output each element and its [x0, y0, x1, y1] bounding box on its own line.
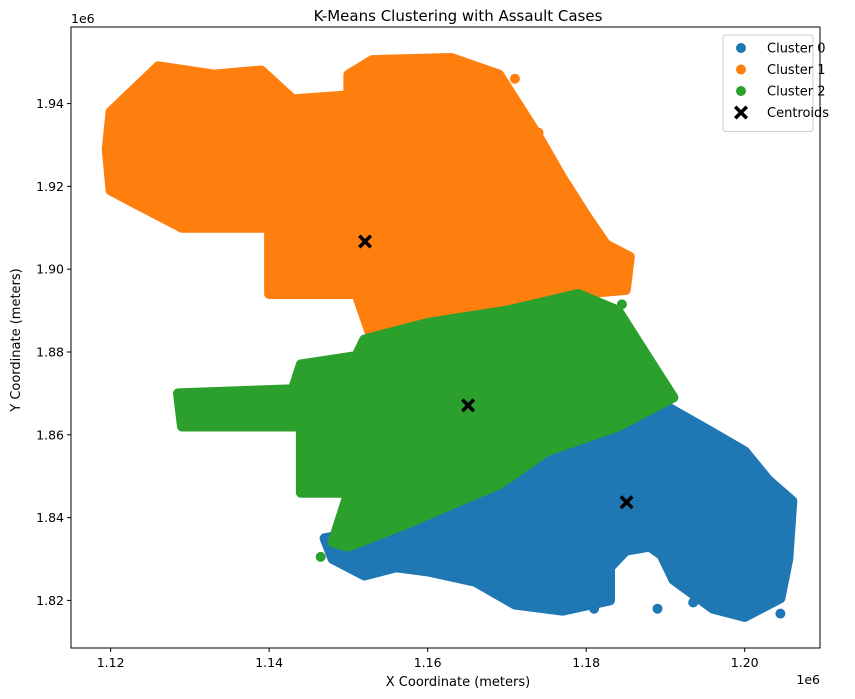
point-cluster-1 — [616, 247, 627, 258]
data-points — [105, 73, 786, 619]
point-cluster-1 — [117, 111, 128, 121]
legend-label-cluster-0: Cluster 0 — [767, 42, 826, 57]
centroid-marker — [461, 398, 476, 413]
y-tick-label: 1.90 — [36, 262, 64, 277]
x-tick-label: 1.14 — [255, 655, 283, 670]
cluster-region-cluster-1 — [101, 53, 635, 345]
point-cluster-2 — [581, 293, 592, 304]
point-cluster-0 — [589, 603, 600, 614]
y-tick-label: 1.88 — [36, 344, 64, 359]
point-cluster-1 — [184, 148, 195, 159]
y-tick-label: 1.94 — [36, 96, 64, 111]
x-tick-label: 1.18 — [572, 655, 600, 670]
point-cluster-0 — [652, 603, 663, 614]
legend-marker-cluster-1 — [736, 64, 746, 75]
legend-marker-centroids — [734, 105, 748, 120]
y-tick-label: 1.82 — [36, 593, 64, 608]
legend-marker-cluster-2 — [736, 86, 746, 96]
x-axis-label: X Coordinate (meters) — [386, 675, 530, 690]
x-tick-label: 1.16 — [414, 655, 442, 670]
centroid-marker — [619, 495, 634, 510]
point-cluster-1 — [105, 106, 116, 117]
point-cluster-0 — [688, 597, 699, 608]
cluster-region-cluster-2 — [173, 289, 679, 552]
point-cluster-1 — [589, 284, 600, 295]
point-cluster-1 — [509, 73, 520, 84]
legend-label-centroids: Centroids — [767, 106, 829, 121]
point-cluster-0 — [743, 566, 754, 577]
point-cluster-1 — [137, 123, 148, 134]
point-cluster-2 — [359, 520, 370, 531]
legend-label-cluster-1: Cluster 1 — [767, 63, 826, 78]
x-axis: 1.12 1.14 1.16 1.18 1.20 — [97, 648, 759, 670]
point-cluster-2 — [616, 299, 627, 310]
y-axis: 1.82 1.84 1.86 1.88 1.90 1.92 1.94 — [36, 96, 71, 608]
y-tick-label: 1.84 — [36, 510, 64, 525]
point-cluster-0 — [775, 608, 786, 619]
point-cluster-1 — [533, 127, 544, 138]
x-offset-label: 1e6 — [796, 672, 820, 687]
y-axis-label: Y Coordinate (meters) — [9, 268, 24, 413]
point-cluster-0 — [763, 502, 774, 513]
plot-frame — [70, 26, 821, 649]
point-cluster-1 — [299, 119, 310, 130]
legend-label-cluster-2: Cluster 2 — [767, 85, 826, 100]
centroid-marker — [358, 234, 373, 249]
point-cluster-2 — [315, 551, 326, 562]
y-tick-label: 1.92 — [36, 179, 64, 194]
y-offset-label: 1e6 — [71, 11, 95, 26]
chart-title: K-Means Clustering with Assault Cases — [314, 7, 603, 25]
cluster-regions — [101, 53, 798, 622]
y-tick-label: 1.86 — [36, 427, 64, 442]
point-cluster-2 — [458, 491, 469, 502]
point-cluster-0 — [684, 576, 695, 587]
legend-marker-cluster-0 — [736, 43, 746, 53]
point-cluster-2 — [628, 330, 639, 341]
x-tick-label: 1.20 — [731, 655, 759, 670]
x-tick-label: 1.12 — [97, 655, 125, 670]
centroid-markers — [358, 234, 634, 510]
legend: Cluster 0 Cluster 1 Cluster 2 Centroids — [722, 34, 829, 132]
point-cluster-2 — [347, 527, 358, 538]
